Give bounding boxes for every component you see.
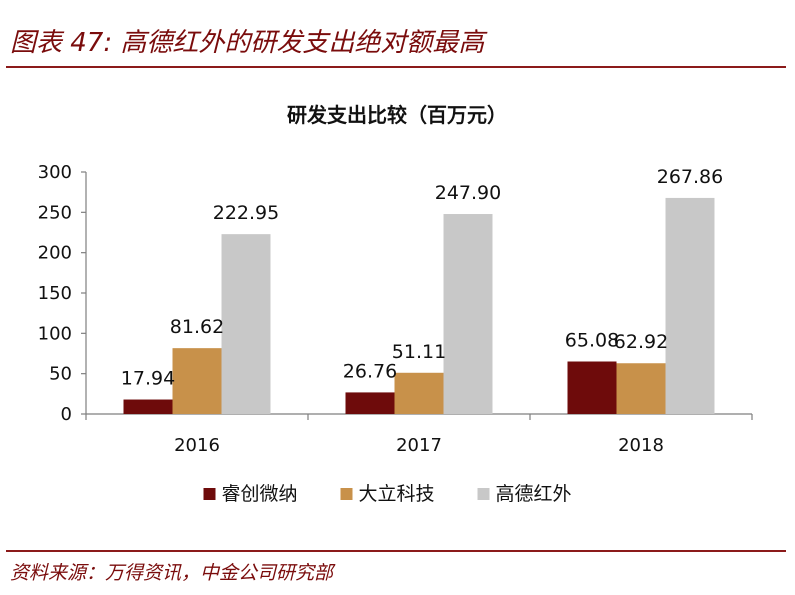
bar [616,363,666,414]
data-label: 247.90 [435,182,501,204]
bar [123,399,173,414]
data-label: 51.11 [392,341,446,363]
y-tick-label: 100 [38,323,72,344]
y-tick-label: 200 [38,243,72,264]
data-label: 81.62 [170,316,224,338]
x-tick-label: 2016 [174,435,220,456]
chart-title: 研发支出比较（百万元） [287,103,507,127]
data-label: 26.76 [343,360,397,382]
y-tick-label: 250 [38,202,72,223]
legend-swatch [340,488,353,500]
data-label: 17.94 [121,368,175,390]
bar [394,372,444,414]
y-tick-label: 300 [38,162,72,183]
data-label: 65.08 [565,330,619,352]
legend: 睿创微纳 大立科技 高德红外 [203,483,572,505]
legend-label: 高德红外 [496,483,572,505]
y-tick-label: 0 [61,404,72,425]
bar [567,361,617,414]
data-label: 62.92 [614,331,668,353]
bar [172,348,222,414]
bar [345,392,395,414]
bars [123,197,715,414]
bar [443,214,493,414]
y-tick-label: 50 [49,364,72,385]
y-tick-label: 150 [38,283,72,304]
x-axis: 2016 2017 2018 [85,413,753,456]
y-axis: 0 50 100 150 200 250 300 [38,162,87,425]
data-label: 222.95 [213,202,279,224]
figure-title: 图表 47: 高德红外的研发支出绝对额最高 [10,28,485,58]
x-tick-label: 2018 [618,435,664,456]
source-note: 资料来源：万得资讯，中金公司研究部 [10,562,334,584]
legend-label: 睿创微纳 [222,483,298,505]
x-tick-label: 2017 [396,435,442,456]
title-divider [6,66,786,68]
legend-swatch [203,488,216,500]
legend-swatch [477,488,490,500]
bar [665,197,715,414]
legend-label: 大立科技 [359,483,435,505]
data-label: 267.86 [657,166,723,188]
bar [221,234,271,414]
source-divider [6,550,786,552]
